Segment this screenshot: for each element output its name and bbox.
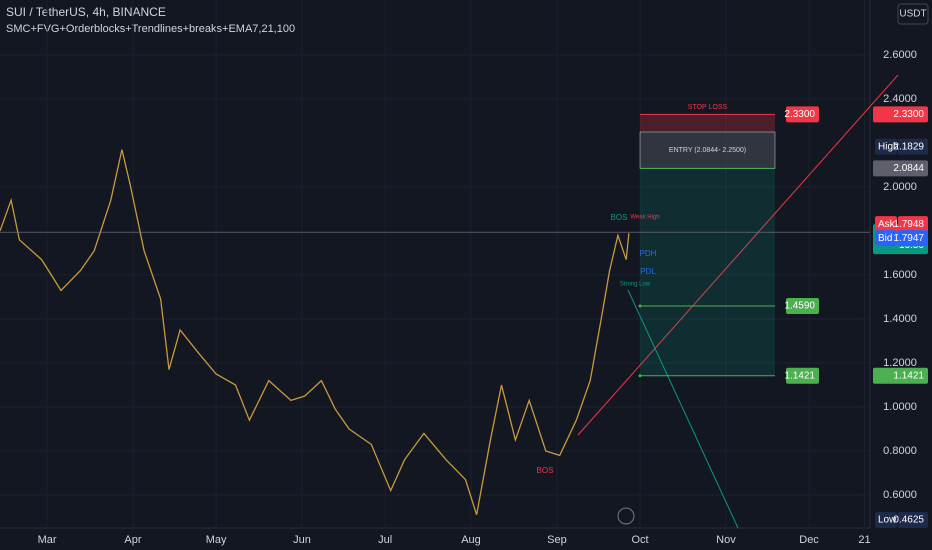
target-tag-box	[786, 298, 819, 315]
y-tick-label: 2.0000	[883, 181, 917, 193]
entry-text: ENTRY (2.0844- 2.2500)	[669, 147, 746, 154]
axis-tag-box	[898, 230, 928, 247]
axis-tag-box	[898, 216, 928, 233]
x-tick-label: 21	[858, 534, 870, 546]
entry-zone	[639, 131, 776, 169]
axis-tag-prefix-box	[875, 216, 897, 233]
axis-tag-prefix: Low	[878, 515, 897, 526]
axis-tag: 2.1829	[893, 141, 924, 152]
y-tick-label: 1.6000	[883, 269, 917, 281]
target-tag-box	[786, 367, 819, 384]
axis-tag-prefix-box	[875, 138, 897, 155]
trendline	[577, 74, 899, 436]
annotation: PDL	[640, 267, 656, 276]
target-dot	[638, 304, 642, 308]
y-tick-label: 2.4000	[883, 93, 917, 105]
axis-tag-prefix: Bid	[878, 233, 892, 244]
annotation: BOS	[537, 466, 554, 475]
axis-tag-box	[873, 160, 928, 177]
axis-tag: 0.4625	[893, 515, 924, 526]
annotation: Weak High	[630, 215, 659, 221]
x-tick-label: Mar	[38, 534, 57, 546]
axis-tag: 2.0844	[893, 163, 924, 174]
axis-tag-box	[898, 512, 928, 528]
x-tick-label: May	[206, 534, 227, 546]
currency[interactable]: USDT	[899, 9, 926, 20]
axis-tag-box	[873, 106, 928, 123]
y-tick-label: 0.8000	[883, 445, 917, 457]
axis-tag-box	[873, 367, 928, 384]
x-tick-label: Aug	[461, 534, 481, 546]
y-tick-label: 0.6000	[883, 489, 917, 501]
annotation: PDH	[640, 249, 657, 258]
stop-text: STOP LOSS	[688, 104, 728, 111]
x-tick-label: Jul	[378, 534, 392, 546]
event-icon[interactable]	[617, 507, 635, 525]
x-tick-label: Nov	[716, 534, 736, 546]
x-tick-label: Apr	[124, 534, 141, 546]
axis-tag-box	[898, 138, 928, 155]
chart-subtitle: SMC+FVG+Orderblocks+Trendlines+breaks+EM…	[6, 23, 295, 35]
target-tag: 1.1421	[784, 370, 815, 381]
y-tick-label: 2.6000	[883, 49, 917, 61]
x-tick-label: Jun	[293, 534, 311, 546]
target-tag: 1.4590	[784, 301, 815, 312]
axis-tag-prefix: Ask	[878, 219, 896, 230]
axis-tag-prefix: High	[878, 141, 899, 152]
y-tick-label: 1.4000	[883, 313, 917, 325]
target-zone	[640, 168, 775, 376]
chart-title: SUI / TetherUS, 4h, BINANCE	[6, 5, 166, 19]
currency-button[interactable]	[897, 3, 929, 25]
axis-tag-prefix-box	[875, 230, 897, 247]
axis-tag: 1.7947	[893, 233, 924, 244]
y-tick-label: 1.0000	[883, 401, 917, 413]
axis-tag: 1.1421	[893, 370, 924, 381]
y-tick-label: 1.2000	[883, 357, 917, 369]
axis-tag: 2.3300	[893, 109, 924, 120]
annotation: BOS	[611, 213, 628, 222]
annotation: Strong Low	[620, 282, 651, 288]
price-line	[0, 149, 630, 515]
target-dot	[638, 374, 642, 378]
stop-zone	[640, 114, 775, 132]
stop-tag-box	[786, 106, 819, 123]
axis-tag: 1.7948	[893, 219, 924, 230]
stop-tag: 2.3300	[784, 109, 815, 120]
x-tick-label: Sep	[547, 534, 567, 546]
trendline	[627, 289, 739, 529]
x-tick-label: Oct	[631, 534, 648, 546]
x-tick-label: Dec	[799, 534, 819, 546]
axis-tag-prefix-box	[875, 512, 897, 528]
